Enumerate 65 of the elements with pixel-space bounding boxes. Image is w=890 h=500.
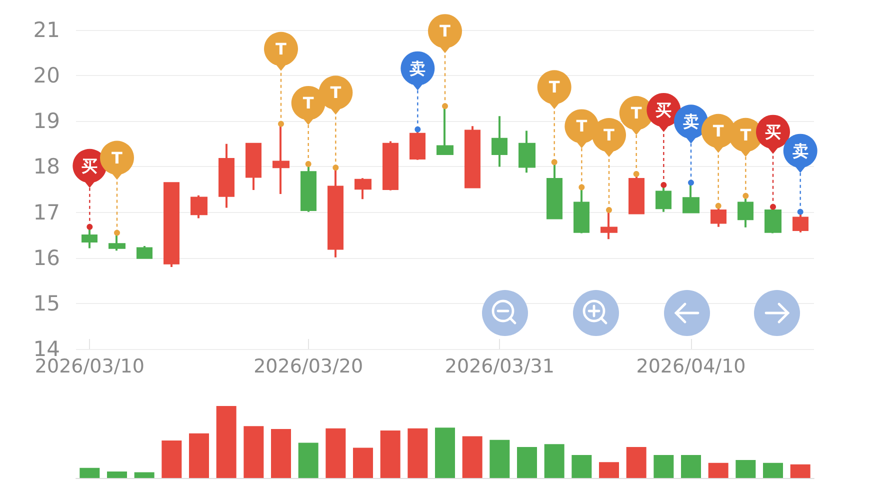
candlestick	[382, 140, 398, 192]
candlestick	[354, 177, 372, 200]
y-tick-label: 20	[33, 64, 60, 88]
y-tick-label: 19	[33, 109, 60, 134]
bar	[326, 428, 346, 478]
candlestick	[464, 125, 480, 188]
data-label: T	[330, 83, 342, 102]
x-tick-label: 2026/04/10	[636, 356, 746, 378]
bar	[790, 464, 810, 478]
y-tick-label: 18	[33, 154, 60, 179]
bar	[80, 468, 100, 478]
data-label: T	[302, 93, 314, 112]
bar	[490, 440, 510, 478]
data-label: T	[112, 148, 123, 168]
data-label: 买	[656, 100, 672, 120]
data-label: T	[712, 121, 724, 140]
candlestick	[164, 182, 180, 268]
x-tick-label: 2026/03/31	[444, 356, 554, 378]
bar	[162, 440, 182, 478]
bar	[599, 462, 619, 478]
data-label: T	[630, 104, 642, 123]
data-label: T	[276, 39, 287, 58]
bar	[380, 430, 400, 478]
data-label: T	[548, 78, 560, 97]
bar	[626, 447, 646, 478]
data-label: 卖	[792, 141, 808, 160]
bar	[654, 454, 674, 478]
bar	[271, 429, 291, 478]
y-tick-label: 16	[33, 246, 60, 270]
data-label: T	[576, 116, 588, 136]
data-label: T	[440, 22, 451, 41]
data-label: 卖	[683, 112, 699, 132]
y-tick-label: 17	[33, 200, 60, 224]
data-label: 买	[765, 122, 781, 142]
candlestick	[136, 245, 152, 259]
bar	[134, 472, 154, 478]
x-tick-label: 2026/03/20	[254, 356, 364, 378]
bar	[353, 448, 373, 478]
candlestick	[518, 130, 536, 174]
y-tick-label: 21	[33, 18, 60, 42]
bar	[189, 433, 209, 478]
bar	[708, 462, 728, 478]
bar	[572, 454, 592, 478]
data-label: T	[604, 126, 615, 145]
bar	[107, 472, 127, 478]
x-tick-label: 2026/03/10	[34, 356, 144, 378]
candlestick	[218, 142, 234, 209]
bar	[298, 442, 318, 478]
candlestick	[190, 194, 208, 220]
data-label: 卖	[410, 58, 426, 78]
data-label: T	[740, 125, 752, 144]
y-tick-label: 15	[33, 291, 60, 316]
bar	[435, 428, 455, 478]
bar	[408, 428, 428, 478]
bar	[517, 447, 537, 478]
bar	[244, 426, 264, 478]
bar	[544, 444, 564, 478]
bar	[462, 436, 482, 478]
data-label: 买	[82, 156, 98, 176]
bar	[763, 462, 783, 478]
bar	[736, 460, 756, 478]
candlestick	[246, 142, 262, 191]
candlestick	[492, 115, 508, 168]
bar	[681, 454, 701, 478]
bar	[216, 406, 236, 478]
